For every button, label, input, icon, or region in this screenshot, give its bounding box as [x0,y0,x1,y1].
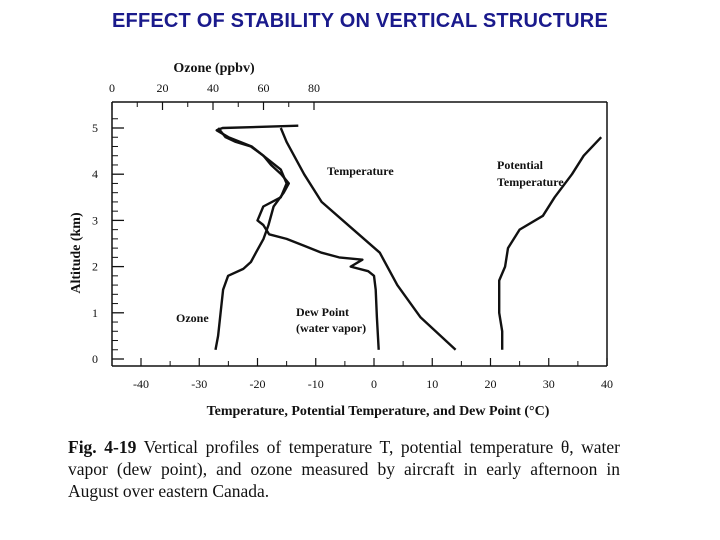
bottom-tick-label: -10 [308,377,324,391]
y-tick-label: 2 [92,260,98,274]
slide-title: EFFECT OF STABILITY ON VERTICAL STRUCTUR… [112,10,608,32]
bottom-tick-label: 0 [371,377,377,391]
figure-caption-text: Vertical profiles of temperature T, pote… [68,437,621,501]
temperature-line [279,127,457,351]
bottom-tick-label: -30 [191,377,207,391]
top-tick-label: 80 [308,81,320,95]
y-tick-label: 4 [92,167,98,181]
y-tick-label: 1 [92,306,98,320]
bottom-tick-label: 10 [426,377,438,391]
figure-chart: 0 1 2 3 4 5 0 20 40 60 80 -40 -30 -20 -10 0 10 20 30 40 Ozo… [69,61,613,419]
y-tick-label: 0 [92,352,98,366]
bottom-axis-label: Temperature, Potential Temperature, and … [207,404,550,419]
top-axis-label: Ozone (ppbv) [173,61,255,76]
bottom-tick-label: 30 [543,377,555,391]
potential-temperature-line [498,136,603,350]
ozone-annotation: Ozone [176,311,209,325]
y-tick-label: 3 [92,213,98,227]
y-tick-label: 5 [92,121,98,135]
top-tick-label: 0 [109,81,115,95]
figure-caption: Fig. 4-19 Vertical profiles of temperatu… [68,436,620,502]
bottom-tick-label: -40 [133,377,149,391]
top-tick-label: 20 [157,81,169,95]
potential-temperature-annotation: Potential [497,158,544,172]
dew-point-annotation: (water vapor) [296,321,366,335]
dew-point-annotation: Dew Point [296,305,349,319]
bottom-tick-label: 40 [601,377,613,391]
top-tick-label: 60 [258,81,270,95]
figure-label: Fig. 4-19 [68,437,137,457]
bottom-tick-label: -20 [250,377,266,391]
potential-temperature-annotation: Temperature [497,175,564,189]
temperature-annotation: Temperature [327,164,394,178]
top-tick-label: 40 [207,81,219,95]
y-axis-label: Altitude (km) [69,212,84,294]
ozone-line [214,127,290,351]
bottom-tick-label: 20 [485,377,497,391]
